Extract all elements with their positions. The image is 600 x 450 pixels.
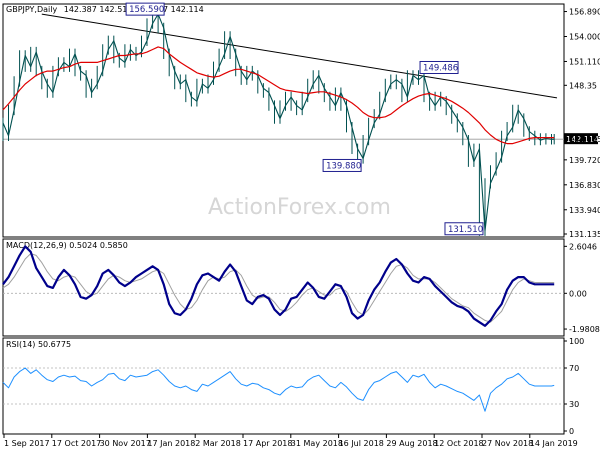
price-y-tick-label: 148.35 [569, 81, 597, 90]
price-y-tick-label: 139.720 [569, 156, 600, 165]
x-tick-label: 31 May 2018 [291, 439, 343, 448]
rsi-panel-frame [2, 337, 565, 435]
x-tick-label: 17 Apr 2018 [243, 439, 292, 448]
rsi-plot: 100 70 30 0 [2, 337, 584, 436]
x-tick-label: 30 Nov 2017 [100, 439, 151, 448]
watermark: ActionForex.com [208, 195, 391, 220]
price-y-tick-label: 131.135 [569, 230, 600, 239]
x-tick-label: 14 Jan 2019 [530, 439, 578, 448]
x-tick-label: 16 Jul 2018 [339, 439, 384, 448]
instrument-label: GBPJPY,Daily 142.387 142.515 142.047 142… [6, 5, 204, 14]
annotation-box [419, 60, 459, 74]
macd-y-tick-label: -1.9808 [569, 325, 600, 334]
price-y-tick-label: 156.890 [569, 8, 600, 17]
price-y-tick-label: 151.110 [569, 57, 600, 66]
x-tick-label: 17 Jan 2018 [147, 439, 195, 448]
rsi-y-tick-label: 100 [569, 337, 584, 346]
current-price-tag [564, 133, 598, 145]
price-y-tick-label: 154.000 [569, 33, 600, 42]
annotation-label: 139.880 [326, 161, 361, 171]
annotation-box [322, 158, 362, 172]
annotation-box [125, 2, 165, 16]
macd-plot: 2.6046 0.00 -1.9808 [2, 242, 600, 334]
instrument-name: GBPJPY,Daily [6, 5, 57, 14]
price-plot: 156.590 139.880 149.486 131.510 142.114 156.8… [2, 2, 600, 239]
macd-label: MACD(12,26,9) 0.5024 0.5850 [6, 241, 128, 250]
current-price-label: 142.114 [566, 135, 599, 144]
macd-y-tick-label: 0.00 [569, 289, 587, 298]
macd-line [2, 245, 555, 327]
rsi-y-tick-label: 0 [569, 427, 574, 436]
rsi-label: RSI(14) 50.6775 [6, 340, 71, 349]
price-y-tick-label: 133.940 [569, 206, 600, 215]
macd-y-tick-label: 2.6046 [569, 242, 597, 251]
sma-line [2, 46, 555, 145]
annotation-label: 131.510 [448, 225, 483, 235]
x-tick-label: 29 Aug 2018 [386, 439, 437, 448]
rsi-y-tick-label: 70 [569, 364, 579, 373]
price-line [2, 13, 555, 232]
annotation-label: 156.590 [129, 5, 164, 15]
x-tick-label: 1 Sep 2017 [4, 439, 50, 448]
annotation-label: 149.486 [423, 63, 458, 73]
macd-signal-line [2, 253, 555, 323]
rsi-line [2, 367, 555, 412]
x-tick-label: 12 Oct 2018 [434, 439, 483, 448]
rsi-y-tick-label: 30 [569, 400, 579, 409]
price-y-tick-label: 136.830 [569, 181, 600, 190]
x-tick-label: 17 Oct 2017 [52, 439, 101, 448]
price-panel-frame [2, 3, 565, 238]
trendline [41, 13, 558, 99]
x-tick-label: 2 Mar 2018 [195, 439, 241, 448]
annotation-box [444, 222, 484, 236]
price-y-tick-label: 142.135 [569, 135, 600, 144]
x-tick-label: 27 Nov 2018 [482, 439, 533, 448]
